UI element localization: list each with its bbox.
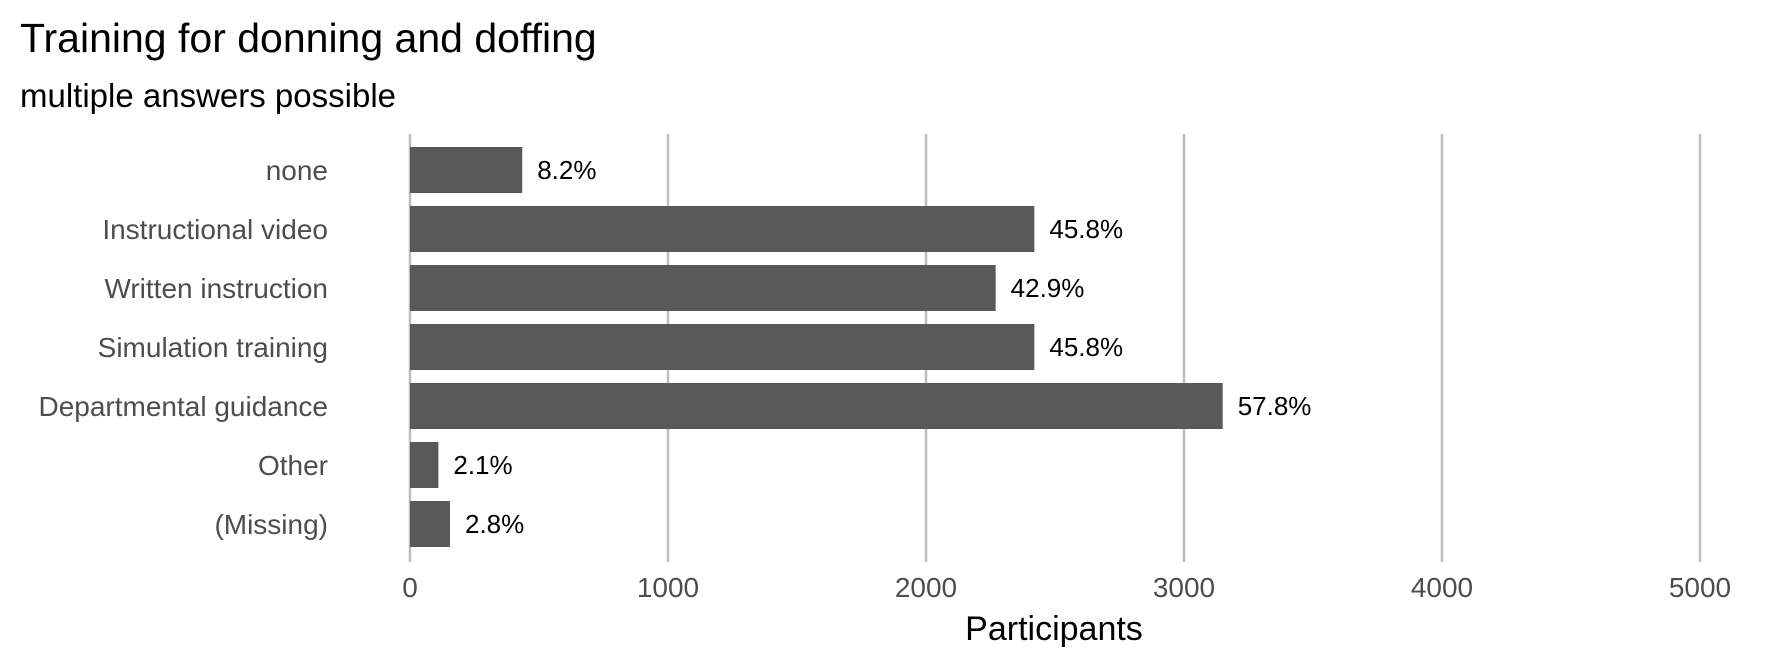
chart-title: Training for donning and doffing <box>20 15 597 61</box>
bar-5 <box>410 442 439 488</box>
data-label-2: 42.9% <box>1011 273 1085 303</box>
data-label-5: 2.1% <box>453 450 512 480</box>
x-tick-label-2000: 2000 <box>895 572 957 603</box>
category-labels: none Instructional video Written instructi… <box>38 155 328 540</box>
bar-3 <box>410 324 1035 370</box>
x-tick-label-4000: 4000 <box>1411 572 1473 603</box>
bar-6 <box>410 501 450 547</box>
data-label-4: 57.8% <box>1238 391 1312 421</box>
bar-2 <box>410 265 996 311</box>
data-labels: 8.2% 45.8% 42.9% 45.8% 57.8% 2.1% 2.8% <box>453 155 1311 539</box>
x-axis-title: Participants <box>965 610 1143 648</box>
category-label-6: (Missing) <box>214 509 328 540</box>
category-label-4: Departmental guidance <box>38 391 328 422</box>
x-tick-label-0: 0 <box>402 572 418 603</box>
bar-0 <box>410 147 523 193</box>
x-tick-labels: 0 1000 2000 3000 4000 5000 <box>402 572 1731 603</box>
category-label-0: none <box>266 155 328 186</box>
x-tick-label-3000: 3000 <box>1153 572 1215 603</box>
chart-subtitle: multiple answers possible <box>20 77 396 114</box>
bar-1 <box>410 206 1035 252</box>
bars <box>410 147 1223 547</box>
data-label-1: 45.8% <box>1049 214 1123 244</box>
category-label-5: Other <box>258 450 328 481</box>
category-label-2: Written instruction <box>104 273 328 304</box>
data-label-3: 45.8% <box>1049 332 1123 362</box>
category-label-1: Instructional video <box>102 214 328 245</box>
x-tick-label-1000: 1000 <box>637 572 699 603</box>
data-label-6: 2.8% <box>465 509 524 539</box>
x-tick-label-5000: 5000 <box>1669 572 1731 603</box>
category-label-3: Simulation training <box>98 332 328 363</box>
bar-4 <box>410 383 1223 429</box>
data-label-0: 8.2% <box>537 155 596 185</box>
